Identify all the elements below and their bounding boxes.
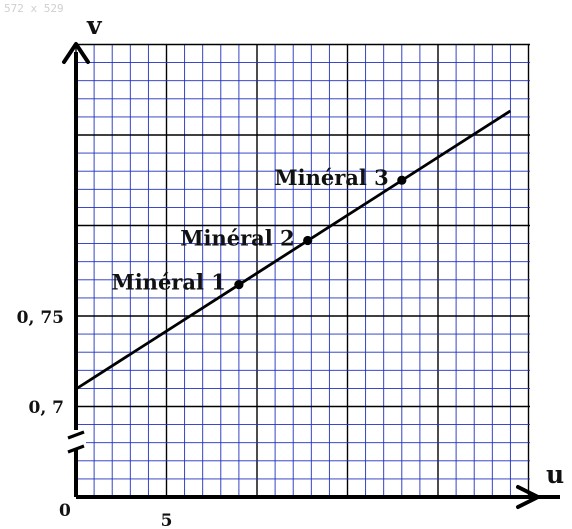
x-axis-arrow: [516, 485, 540, 509]
mineral-3-label: Minéral 3: [274, 165, 388, 190]
image-size-watermark: 572 x 529: [4, 2, 64, 15]
axes: [62, 42, 560, 509]
y-axis-label: v: [86, 11, 103, 40]
y-tick-label: 0, 7: [29, 398, 65, 418]
axis-break-mark-bottom: [67, 444, 85, 454]
axis-break-mark-top: [67, 430, 85, 440]
grid: [75, 43, 530, 498]
origin-label: 0: [59, 501, 71, 521]
series: [75, 109, 512, 391]
mineral-2-label: Minéral 2: [180, 226, 294, 251]
y-axis-arrow: [62, 42, 90, 64]
x-tick-label: 5: [161, 511, 173, 529]
x-axis-label: u: [546, 460, 564, 489]
mineral-2-point: [303, 235, 313, 246]
axis-break-gap: [66, 430, 86, 450]
y-tick-label: 0, 75: [17, 308, 64, 328]
mineral-1-label: Minéral 1: [111, 270, 225, 295]
labels: Minéral 1 Minéral 2 Minéral 3 v u 0 5 0, 7 0, 75: [17, 11, 565, 529]
regression-line: [75, 109, 512, 391]
mineral-3-point: [397, 175, 407, 185]
mineral-1-point: [234, 280, 244, 290]
